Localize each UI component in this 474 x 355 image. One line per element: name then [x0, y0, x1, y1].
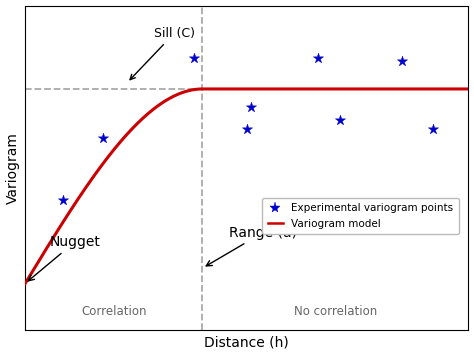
Point — [190, 55, 197, 61]
Point — [336, 117, 344, 123]
Text: Nugget: Nugget — [28, 235, 100, 281]
Point — [243, 126, 251, 132]
Point — [247, 105, 255, 110]
Text: Range (a): Range (a) — [206, 225, 297, 266]
Legend: Experimental variogram points, Variogram model: Experimental variogram points, Variogram… — [262, 198, 459, 234]
Point — [429, 126, 437, 132]
Y-axis label: Variogram: Variogram — [6, 132, 19, 204]
X-axis label: Distance (h): Distance (h) — [204, 335, 289, 349]
Point — [314, 55, 321, 61]
Point — [99, 136, 107, 141]
Text: No correlation: No correlation — [294, 305, 377, 317]
Text: Sill (C): Sill (C) — [130, 27, 195, 80]
Point — [59, 197, 66, 203]
Text: Correlation: Correlation — [81, 305, 146, 317]
Point — [398, 58, 406, 64]
